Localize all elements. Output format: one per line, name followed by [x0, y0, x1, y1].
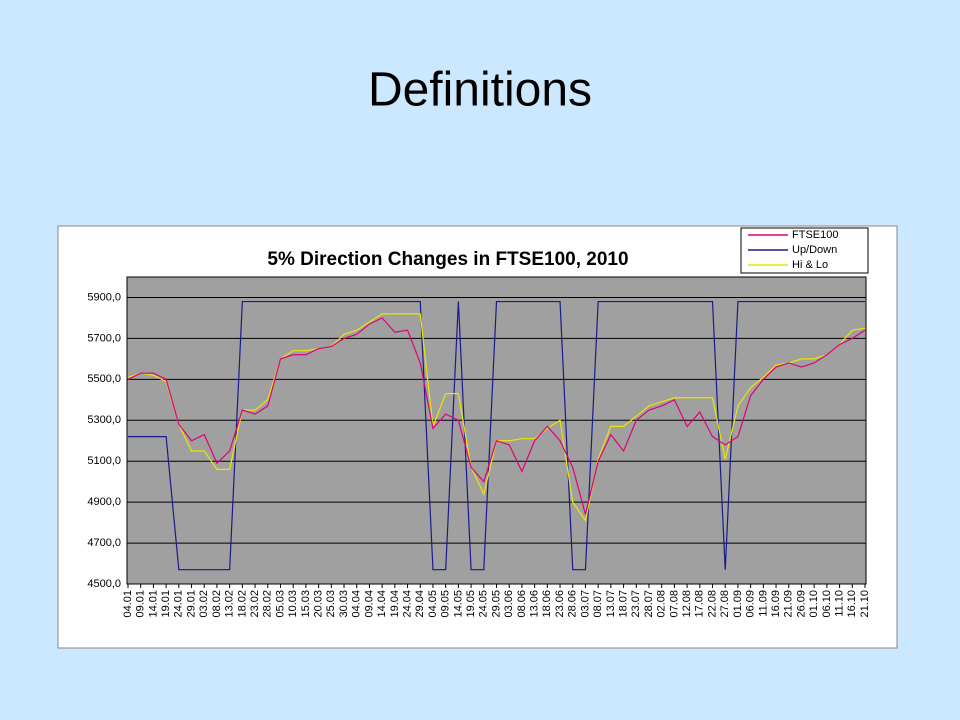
- x-tick-label: 17.08: [694, 590, 706, 618]
- x-tick-label: 03.07: [579, 590, 591, 618]
- x-tick-label: 04.01: [122, 590, 134, 618]
- x-tick-label: 27.08: [719, 590, 731, 618]
- x-tick-label: 09.01: [135, 590, 147, 618]
- x-tick-label: 20.03: [313, 590, 325, 618]
- x-tick-label: 04.05: [427, 590, 439, 618]
- x-tick-label: 05.03: [274, 590, 286, 618]
- y-tick-label: 4700,0: [87, 537, 121, 549]
- x-tick-label: 13.07: [605, 590, 617, 618]
- legend-label: Up/Down: [792, 244, 837, 256]
- x-tick-label: 16.09: [770, 590, 782, 618]
- x-tick-label: 10.03: [287, 590, 299, 618]
- x-tick-label: 29.04: [414, 590, 426, 618]
- x-tick-label: 19.05: [465, 590, 477, 618]
- x-tick-label: 03.02: [198, 590, 210, 618]
- series-line: [128, 300, 865, 571]
- x-tick-label: 24.01: [173, 590, 185, 618]
- x-tick-label: 21.09: [783, 590, 795, 618]
- x-tick-label: 14.05: [452, 590, 464, 618]
- x-tick-label: 18.06: [541, 590, 553, 618]
- x-tick-label: 08.06: [516, 590, 528, 618]
- x-tick-label: 06.09: [745, 590, 757, 618]
- x-tick-label: 28.02: [262, 590, 274, 618]
- x-tick-label: 14.01: [147, 590, 159, 618]
- slide-title: Definitions: [368, 64, 592, 117]
- legend-label: Hi & Lo: [792, 259, 828, 271]
- x-tick-label: 19.04: [389, 590, 401, 618]
- x-tick-label: 22.08: [706, 590, 718, 618]
- x-tick-label: 01.10: [808, 590, 820, 618]
- x-tick-label: 12.08: [681, 590, 693, 618]
- x-tick-label: 23.07: [630, 590, 642, 618]
- x-tick-label: 18.07: [617, 590, 629, 618]
- x-tick-label: 06.10: [821, 590, 833, 618]
- x-tick-label: 19.01: [160, 590, 172, 618]
- x-tick-label: 13.02: [224, 590, 236, 618]
- x-tick-label: 23.06: [554, 590, 566, 618]
- x-tick-label: 01.09: [732, 590, 744, 618]
- x-tick-label: 16.10: [846, 590, 858, 618]
- x-tick-label: 07.08: [668, 590, 680, 618]
- y-tick-label: 4900,0: [87, 496, 121, 508]
- y-tick-label: 5300,0: [87, 414, 121, 426]
- chart-title: 5% Direction Changes in FTSE100, 2010: [267, 249, 628, 270]
- y-tick-label: 5700,0: [87, 332, 121, 344]
- y-tick-label: 5900,0: [87, 291, 121, 303]
- x-tick-label: 02.08: [656, 590, 668, 618]
- x-tick-label: 08.07: [592, 590, 604, 618]
- x-tick-label: 24.04: [401, 590, 413, 618]
- y-tick-label: 5100,0: [87, 455, 121, 467]
- x-tick-label: 29.01: [185, 590, 197, 618]
- x-tick-label: 18.02: [236, 590, 248, 618]
- x-tick-label: 25.03: [325, 590, 337, 618]
- x-tick-label: 28.07: [643, 590, 655, 618]
- x-tick-label: 11.09: [757, 590, 769, 617]
- x-tick-label: 29.05: [490, 590, 502, 618]
- x-tick-label: 30.03: [338, 590, 350, 618]
- x-tick-label: 09.04: [363, 590, 375, 618]
- x-tick-label: 23.02: [249, 590, 261, 618]
- y-tick-label: 4500,0: [87, 578, 121, 590]
- x-tick-label: 28.06: [567, 590, 579, 618]
- x-tick-label: 09.05: [440, 590, 452, 618]
- x-tick-label: 13.06: [529, 590, 541, 618]
- x-tick-label: 11.10: [833, 590, 845, 617]
- x-tick-label: 04.04: [351, 590, 363, 618]
- y-tick-label: 5500,0: [87, 373, 121, 385]
- plot-area: [126, 276, 867, 585]
- x-tick-label: 24.05: [478, 590, 490, 618]
- x-tick-label: 03.06: [503, 590, 515, 618]
- x-tick-label: 08.02: [211, 590, 223, 618]
- series-line: [127, 317, 866, 515]
- legend-label: FTSE100: [792, 229, 838, 241]
- x-tick-label: 21.10: [859, 590, 871, 618]
- x-tick-label: 14.04: [376, 590, 388, 618]
- x-tick-label: 15.03: [300, 590, 312, 618]
- x-tick-label: 26.09: [795, 590, 807, 618]
